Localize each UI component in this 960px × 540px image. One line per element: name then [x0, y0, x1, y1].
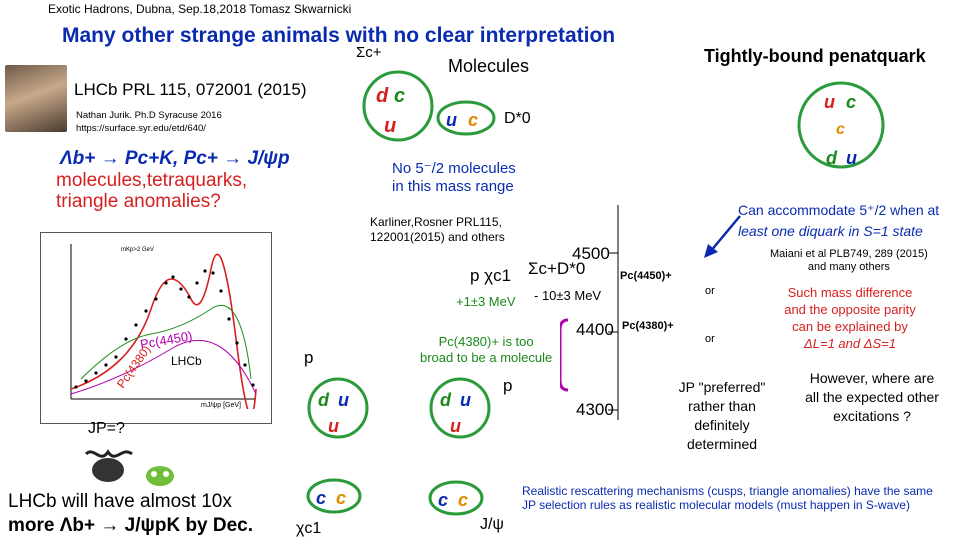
- mass-4500: 4500: [572, 244, 610, 263]
- proton-label-right: p: [503, 376, 513, 395]
- svg-text:u: u: [338, 390, 349, 410]
- data-points: [74, 269, 255, 389]
- data-point: [219, 289, 223, 293]
- svg-text:c: c: [846, 92, 856, 112]
- jp-preferred-note: JP "preferred" rather than definitely de…: [678, 379, 766, 452]
- creature-icon: [84, 449, 133, 482]
- svg-text:d: d: [440, 390, 452, 410]
- or-label-2: or: [705, 333, 715, 345]
- dstar-label: D*0: [504, 110, 531, 127]
- jp-question: JP=?: [88, 420, 125, 437]
- proton-label-left: p: [304, 348, 314, 367]
- sigma-d-value: - 10±3 MeV: [534, 288, 602, 303]
- lhcb-more-data: LHCb will have almost 10x more Λb+ → J/ψ…: [8, 491, 254, 536]
- mass-spectrum-plot: Pc(4450) Pc(4380) LHCb mJ/ψp [GeV] mKp>2…: [40, 232, 272, 424]
- sigma-c-molecule: d c u: [362, 70, 434, 142]
- svg-text:u: u: [846, 148, 857, 168]
- pentaquark-diagram: u c c d u: [797, 81, 885, 169]
- svg-text:c: c: [438, 490, 448, 510]
- tightly-bound-heading: Tightly-bound penatquark: [704, 46, 926, 66]
- data-point: [114, 355, 118, 359]
- data-point: [134, 323, 138, 327]
- data-point: [84, 379, 88, 383]
- mass-scale: [560, 205, 619, 420]
- data-point: [154, 297, 158, 301]
- charmonium-right: c c: [428, 480, 484, 516]
- data-point: [195, 281, 199, 285]
- svg-text:c: c: [836, 121, 845, 138]
- decay-formula: Λb+ → Pc+K, Pc+ → J/ψp: [60, 148, 290, 169]
- svg-text:u: u: [824, 92, 835, 112]
- data-point: [124, 337, 128, 341]
- data-point: [179, 287, 183, 291]
- dstar-meson: u c: [436, 100, 496, 136]
- accommodate-arrow-icon: [704, 215, 741, 258]
- total-fit-curve: [70, 253, 257, 409]
- data-point: [104, 363, 108, 367]
- lhcb-reference: LHCb PRL 115, 072001 (2015): [74, 80, 307, 99]
- pc4380-broad-note: Pc(4380)+ is too broad to be a molecule: [420, 334, 553, 365]
- svg-text:c: c: [458, 490, 468, 510]
- data-point: [251, 383, 255, 387]
- mass-difference-note: Such mass difference and the opposite pa…: [784, 285, 916, 351]
- svg-text:c: c: [394, 85, 405, 107]
- svg-text:u: u: [450, 416, 461, 436]
- lambda-curves: [80, 304, 252, 380]
- no-molecules-note: No 5⁻/2 molecules in this mass range: [392, 160, 516, 195]
- svg-text:u: u: [328, 416, 339, 436]
- author-photo: [5, 65, 67, 132]
- mass-4400: 4400: [576, 320, 614, 339]
- proton-diagram-left: d u u: [307, 377, 369, 439]
- accommodate-note: Can accommodate 5⁺/2 when at least one d…: [738, 202, 940, 239]
- molecules-heading: Molecules: [448, 56, 530, 76]
- data-point: [187, 295, 191, 299]
- data-point: [227, 317, 231, 321]
- proton-diagram-right: d u u: [429, 377, 491, 439]
- rescattering-note: Realistic rescattering mechanisms (cusps…: [522, 484, 933, 512]
- svg-text:d: d: [376, 85, 389, 107]
- slide-title: Many other strange animals with no clear…: [62, 24, 616, 47]
- interpretation-question: molecules,tetraquarks, triangle anomalie…: [56, 170, 248, 212]
- data-point: [235, 341, 239, 345]
- maiani-reference: Maiani et al PLB749, 289 (2015) and many…: [770, 248, 928, 273]
- svg-text:u: u: [446, 110, 457, 130]
- pc4380-curve: [70, 340, 257, 395]
- however-question: However, where are all the expected othe…: [805, 370, 939, 424]
- data-point: [171, 275, 175, 279]
- svg-text:u: u: [384, 115, 396, 137]
- data-point: [144, 309, 148, 313]
- svg-text:u: u: [460, 390, 471, 410]
- chi-c1-label: χc1: [296, 520, 322, 537]
- plot-svg: Pc(4450) Pc(4380) LHCb mJ/ψp [GeV] mKp>2…: [70, 244, 257, 409]
- karliner-reference: Karliner,Rosner PRL115, 122001(2015) and…: [370, 215, 505, 244]
- slide-header: Exotic Hadrons, Dubna, Sep.18,2018 Tomas…: [48, 2, 352, 16]
- data-point: [94, 371, 98, 375]
- sigma-d-threshold: Σc+D*0: [528, 259, 586, 278]
- data-point: [211, 271, 215, 275]
- alien-icon: [146, 466, 174, 486]
- pc4380-label: Pc(4380)+: [622, 320, 674, 332]
- inset-label: mKp>2 GeV: [121, 247, 154, 253]
- svg-text:c: c: [468, 110, 478, 130]
- svg-text:d: d: [826, 148, 838, 168]
- sigma-c-label: Σc+: [356, 44, 382, 61]
- p-chi-value: +1±3 MeV: [456, 294, 516, 309]
- svg-text:c: c: [316, 488, 326, 508]
- data-point: [164, 281, 168, 285]
- photo-credit: Nathan Jurik. Ph.D Syracuse 2016 https:/…: [76, 110, 222, 134]
- mass-4300: 4300: [576, 400, 614, 419]
- charmonium-left: c c: [306, 478, 362, 514]
- svg-text:c: c: [336, 488, 346, 508]
- data-point: [243, 363, 247, 367]
- data-point: [203, 269, 207, 273]
- or-label-1: or: [705, 285, 715, 297]
- pc4380-plot-label: Pc(4380): [114, 343, 153, 391]
- plot-xlabel: mJ/ψp [GeV]: [201, 402, 241, 409]
- jpsi-label: J/ψ: [480, 516, 504, 533]
- p-chi-threshold: p χc1: [470, 266, 512, 285]
- data-point: [74, 385, 78, 389]
- pc4450-label: Pc(4450)+: [620, 270, 672, 282]
- lhcb-plot-label: LHCb: [171, 354, 202, 368]
- svg-text:d: d: [318, 390, 330, 410]
